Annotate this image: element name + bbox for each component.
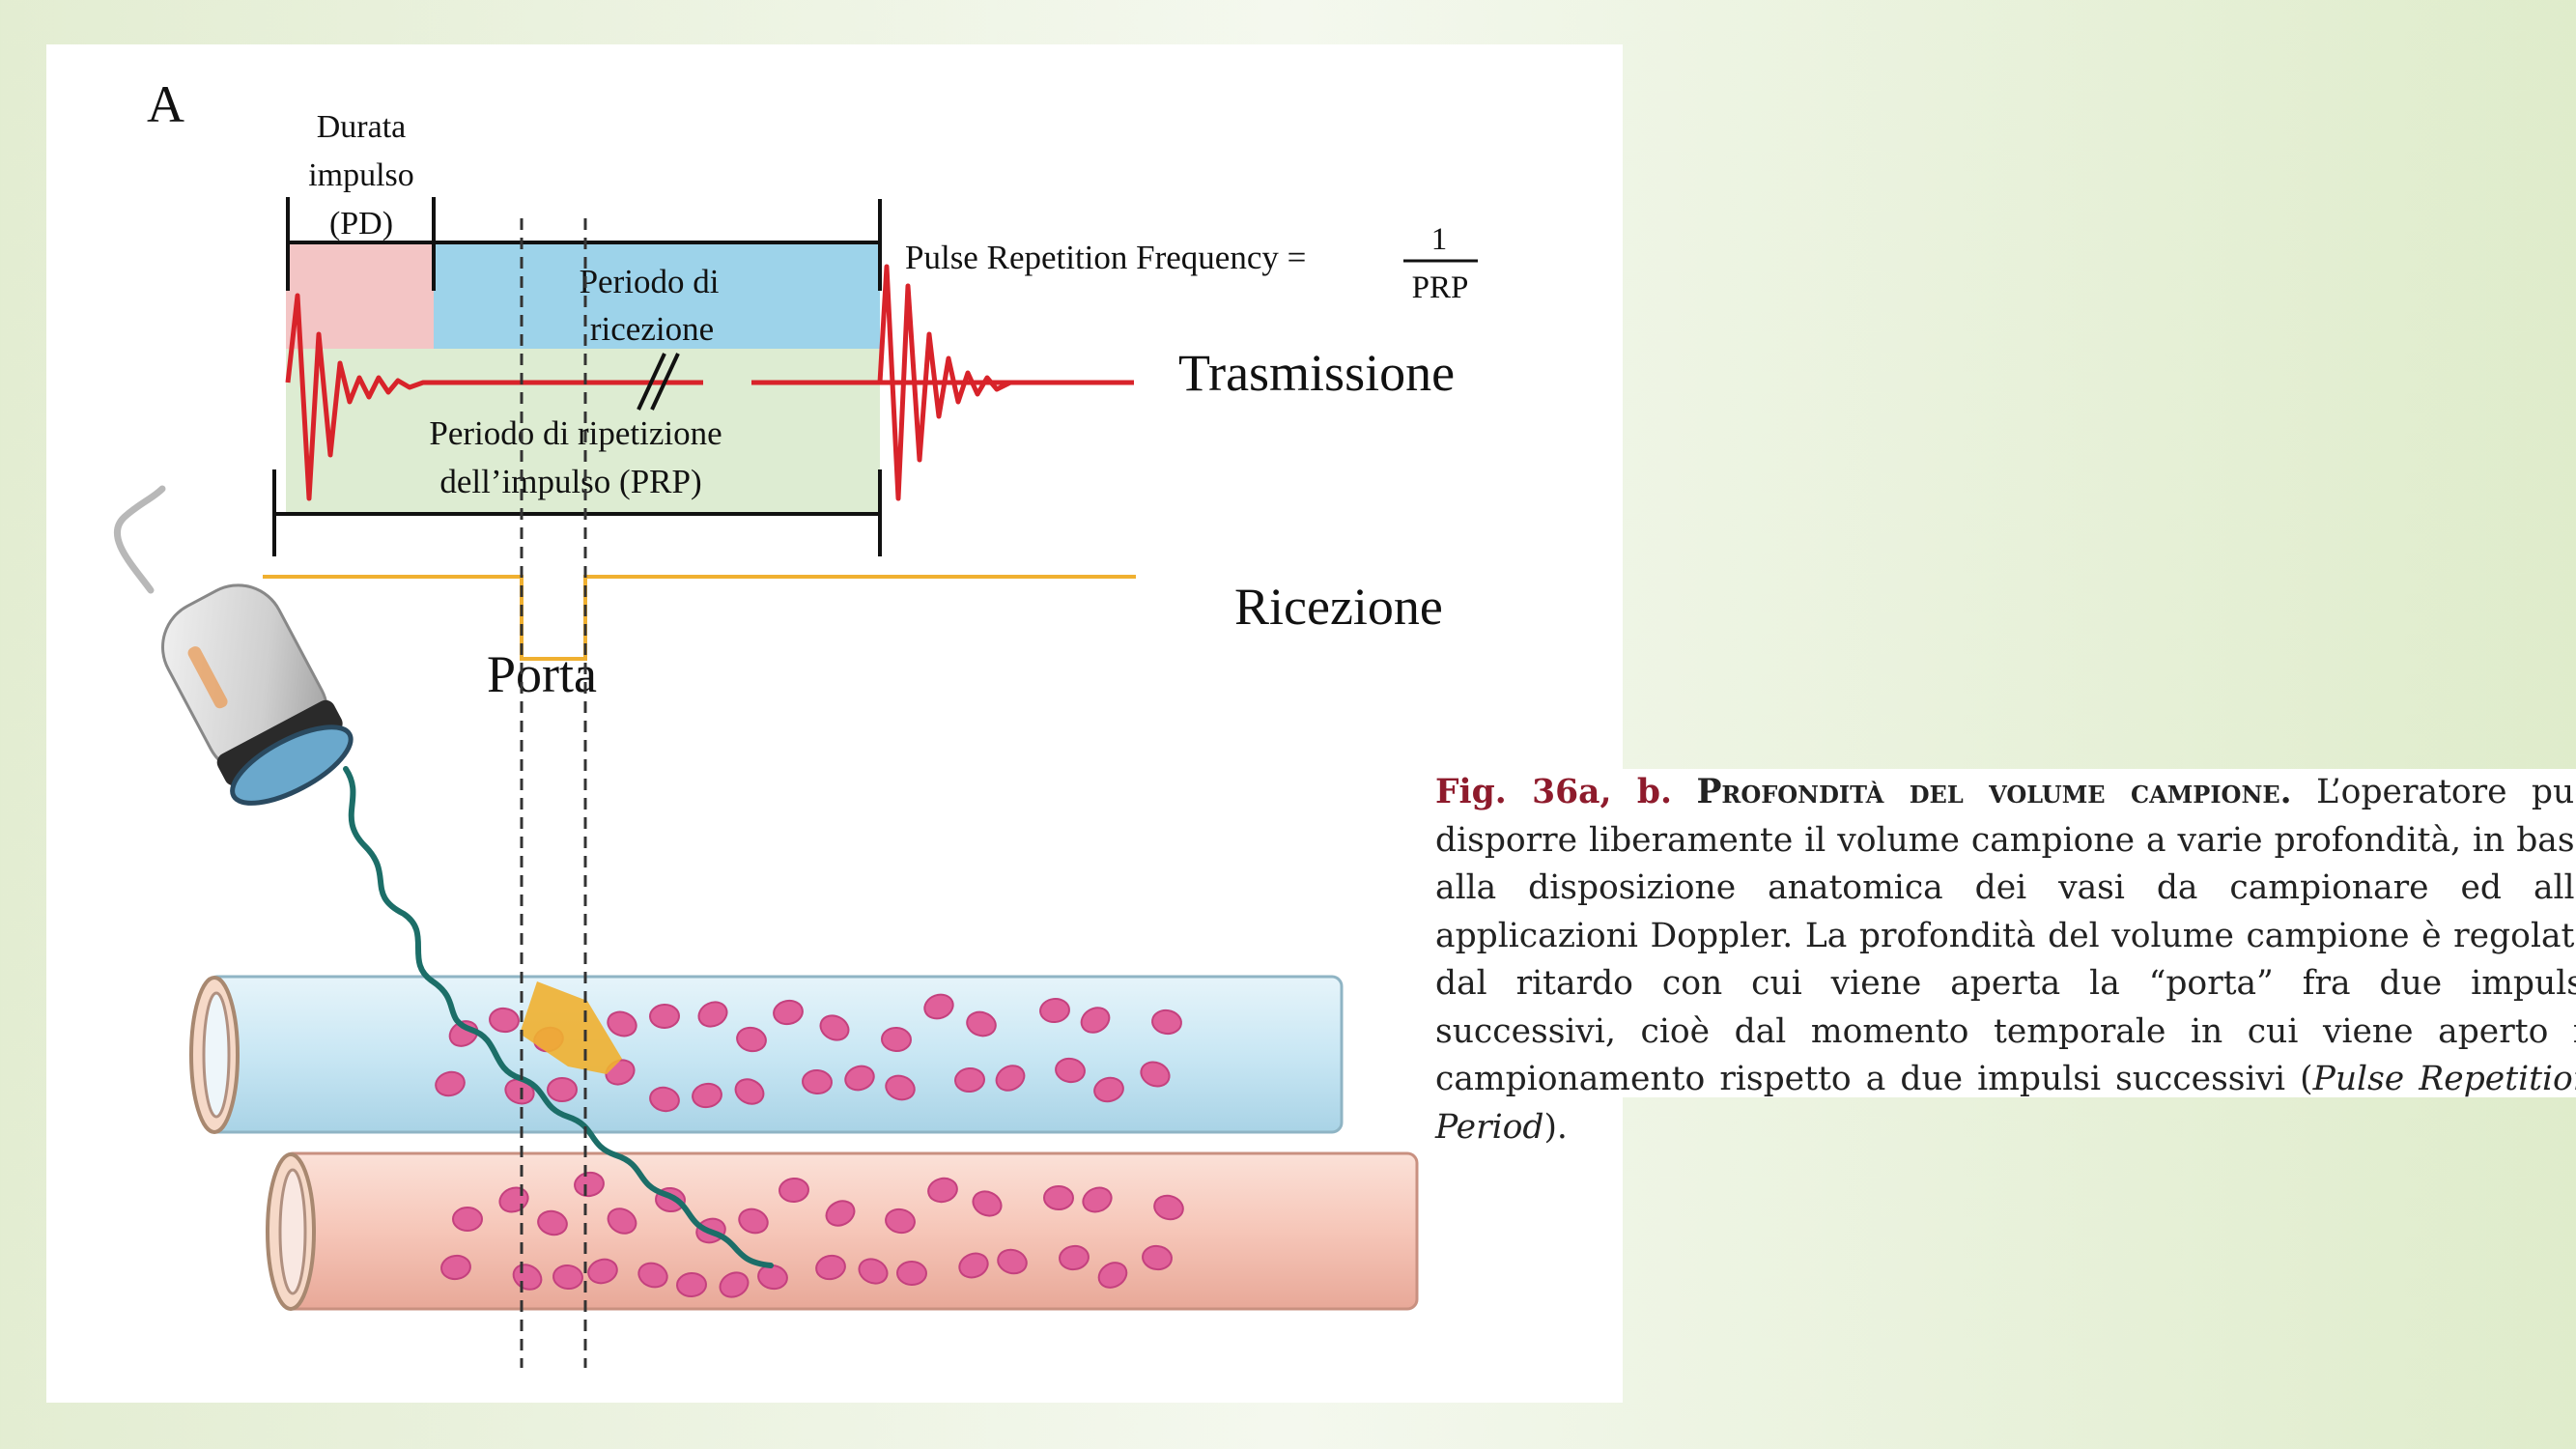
- prp-label-line1: Periodo di ripetizione: [429, 414, 722, 452]
- figure-panel: A Durata impulso (PD) Periodo di ricezio…: [46, 44, 2576, 1403]
- red-blood-cell: [676, 1271, 707, 1298]
- sample-volume: [520, 981, 622, 1074]
- red-blood-cell: [552, 1264, 583, 1291]
- period-bracket-bottom: [272, 469, 882, 556]
- red-blood-cell: [736, 1026, 767, 1053]
- red-blood-cell: [997, 1248, 1028, 1275]
- red-blood-cell: [819, 1014, 850, 1041]
- red-blood-cell: [607, 1208, 637, 1235]
- trasmissione-label: Trasmissione: [1178, 344, 1455, 402]
- caption-tail: ).: [1543, 1107, 1568, 1147]
- red-blood-cell: [972, 1190, 1003, 1217]
- pd-label-line1: Durata: [317, 109, 407, 145]
- caption-body: L’operatore può disporre liberamente il …: [1435, 773, 2576, 1098]
- panel-label: A: [147, 75, 184, 133]
- red-blood-cell: [896, 1260, 927, 1287]
- red-blood-cell: [954, 1066, 985, 1094]
- ricezione-label: Ricezione: [1234, 578, 1443, 636]
- gate-boundaries: [520, 218, 587, 1368]
- red-blood-cell: [1082, 1186, 1113, 1213]
- red-blood-cell: [825, 1200, 856, 1227]
- red-blood-cell: [958, 1252, 989, 1279]
- prf-formula-label: Pulse Repetition Frequency =: [905, 239, 1306, 276]
- red-blood-cell: [649, 1086, 680, 1113]
- red-blood-cell: [1142, 1244, 1173, 1271]
- red-blood-cell: [1059, 1244, 1090, 1271]
- red-blood-cell: [607, 1010, 637, 1037]
- red-blood-cell: [547, 1076, 578, 1103]
- break-marks: [637, 353, 680, 411]
- red-blood-cell: [778, 1177, 809, 1204]
- red-blood-cell: [802, 1068, 833, 1095]
- reception-gate-line: [263, 575, 1136, 661]
- red-blood-cell: [440, 1254, 471, 1281]
- reception-period-region: [434, 242, 880, 349]
- caption-emphasis: Pulse Repetition Period: [1435, 1060, 2576, 1147]
- red-blood-cell: [1151, 1009, 1182, 1036]
- red-blood-cell: [452, 1207, 483, 1232]
- red-blood-cell: [858, 1258, 889, 1285]
- transmitted-pulse-wave: [285, 293, 1134, 501]
- red-blood-cell: [815, 1254, 846, 1281]
- baseline-break: [703, 373, 751, 392]
- next-pulse-wave: [877, 264, 1134, 501]
- caption-heading: Profondità del volume campione.: [1696, 773, 2292, 811]
- red-blood-cell: [1153, 1194, 1184, 1221]
- ultrasound-beam: [343, 766, 774, 1268]
- prf-denominator: PRP: [1412, 270, 1469, 305]
- red-blood-cell: [923, 993, 954, 1020]
- reception-label-line1: Periodo di: [580, 263, 720, 300]
- vessel-artery: [266, 1151, 1419, 1311]
- reception-label-line2: ricezione: [590, 310, 714, 348]
- red-blood-cell: [637, 1262, 668, 1289]
- red-blood-cell: [719, 1271, 750, 1298]
- red-blood-cell: [1093, 1076, 1124, 1103]
- red-blood-cells: [435, 993, 1184, 1298]
- red-blood-cell: [773, 999, 804, 1026]
- red-blood-cell: [885, 1208, 916, 1235]
- red-blood-cell: [697, 1001, 728, 1028]
- red-blood-cell: [1097, 1262, 1128, 1289]
- red-blood-cell: [1039, 997, 1070, 1024]
- pd-region: [286, 242, 434, 349]
- red-blood-cell: [995, 1065, 1026, 1092]
- red-blood-cell: [1043, 1184, 1074, 1211]
- red-blood-cell: [927, 1177, 958, 1204]
- prp-label-line2: dell’impulso (PRP): [439, 463, 701, 500]
- vessel-vein: [189, 975, 1344, 1134]
- red-blood-cell: [1055, 1057, 1086, 1084]
- red-blood-cell: [734, 1078, 765, 1105]
- prf-numerator: 1: [1431, 222, 1448, 257]
- period-bracket-top: [286, 197, 882, 291]
- red-blood-cell: [881, 1026, 912, 1053]
- red-blood-cell: [757, 1264, 788, 1291]
- ultrasound-probe-icon: [114, 485, 354, 806]
- figure-caption: Fig. 36a, b. Profondità del volume campi…: [1435, 769, 2576, 1151]
- pd-label-line2: impulso: [308, 157, 414, 193]
- caption-figure-reference: Fig. 36a, b.: [1435, 773, 1673, 811]
- red-blood-cell: [649, 1003, 680, 1030]
- red-blood-cell: [587, 1258, 618, 1285]
- red-blood-cell: [537, 1209, 568, 1236]
- red-blood-cell: [1140, 1061, 1171, 1088]
- pulsed-doppler-diagram: A Durata impulso (PD) Periodo di ricezio…: [114, 75, 1478, 1368]
- red-blood-cell: [844, 1065, 875, 1092]
- figure-caption-box: Fig. 36a, b. Profondità del volume campi…: [1420, 769, 2576, 1147]
- red-blood-cell: [574, 1171, 605, 1198]
- red-blood-cell: [1080, 1007, 1111, 1034]
- red-blood-cell: [435, 1070, 466, 1097]
- red-blood-cell: [692, 1082, 722, 1109]
- pd-label-line3: (PD): [329, 206, 393, 242]
- red-blood-cell: [885, 1074, 916, 1101]
- red-blood-cell: [489, 1007, 520, 1034]
- red-blood-cell: [738, 1208, 769, 1235]
- red-blood-cell: [966, 1010, 997, 1037]
- porta-label: Porta: [487, 645, 597, 703]
